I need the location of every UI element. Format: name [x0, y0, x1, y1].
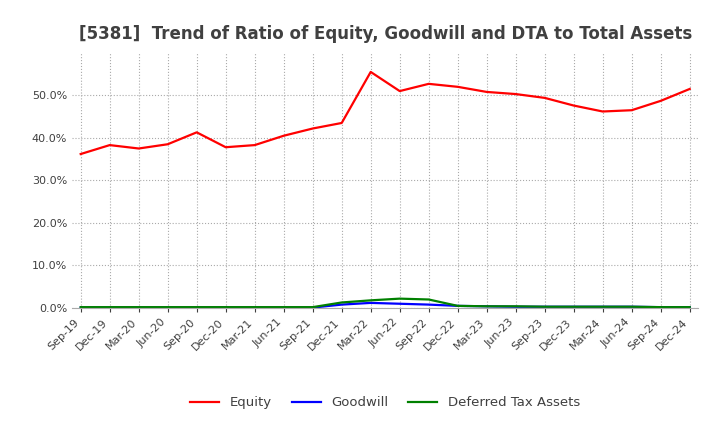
Goodwill — [76, 305, 85, 310]
Equity — [511, 92, 520, 97]
Equity — [454, 84, 462, 89]
Deferred Tax Assets — [279, 304, 288, 310]
Equity — [76, 151, 85, 157]
Deferred Tax Assets — [657, 304, 665, 310]
Line: Equity: Equity — [81, 72, 690, 154]
Goodwill — [482, 304, 491, 309]
Goodwill — [511, 304, 520, 309]
Goodwill — [657, 304, 665, 310]
Equity — [105, 143, 114, 148]
Goodwill — [105, 305, 114, 310]
Deferred Tax Assets — [424, 297, 433, 302]
Deferred Tax Assets — [251, 304, 259, 310]
Deferred Tax Assets — [570, 304, 578, 309]
Goodwill — [135, 305, 143, 310]
Equity — [135, 146, 143, 151]
Equity — [221, 145, 230, 150]
Goodwill — [685, 304, 694, 310]
Deferred Tax Assets — [482, 304, 491, 309]
Deferred Tax Assets — [541, 304, 549, 309]
Deferred Tax Assets — [221, 304, 230, 310]
Equity — [251, 143, 259, 148]
Equity — [395, 88, 404, 94]
Deferred Tax Assets — [598, 304, 607, 309]
Deferred Tax Assets — [192, 304, 201, 310]
Goodwill — [541, 304, 549, 309]
Goodwill — [627, 304, 636, 309]
Goodwill — [424, 302, 433, 307]
Equity — [598, 109, 607, 114]
Equity — [338, 120, 346, 126]
Goodwill — [308, 305, 317, 310]
Equity — [366, 69, 375, 74]
Deferred Tax Assets — [338, 300, 346, 305]
Equity — [308, 126, 317, 131]
Equity — [482, 89, 491, 95]
Deferred Tax Assets — [76, 304, 85, 310]
Goodwill — [454, 303, 462, 308]
Equity — [685, 86, 694, 92]
Deferred Tax Assets — [395, 296, 404, 301]
Deferred Tax Assets — [308, 304, 317, 310]
Goodwill — [338, 302, 346, 307]
Deferred Tax Assets — [105, 304, 114, 310]
Deferred Tax Assets — [163, 304, 172, 310]
Equity — [163, 142, 172, 147]
Deferred Tax Assets — [511, 304, 520, 309]
Goodwill — [163, 305, 172, 310]
Equity — [192, 130, 201, 135]
Equity — [424, 81, 433, 87]
Line: Deferred Tax Assets: Deferred Tax Assets — [81, 299, 690, 307]
Equity — [279, 133, 288, 138]
Equity — [570, 103, 578, 108]
Goodwill — [251, 305, 259, 310]
Goodwill — [279, 305, 288, 310]
Deferred Tax Assets — [366, 298, 375, 303]
Goodwill — [192, 305, 201, 310]
Legend: Equity, Goodwill, Deferred Tax Assets: Equity, Goodwill, Deferred Tax Assets — [185, 391, 585, 415]
Goodwill — [570, 304, 578, 309]
Goodwill — [395, 301, 404, 306]
Equity — [657, 98, 665, 103]
Deferred Tax Assets — [685, 304, 694, 310]
Deferred Tax Assets — [627, 304, 636, 309]
Goodwill — [221, 305, 230, 310]
Equity — [541, 95, 549, 100]
Deferred Tax Assets — [454, 303, 462, 308]
Equity — [627, 107, 636, 113]
Deferred Tax Assets — [135, 304, 143, 310]
Line: Goodwill: Goodwill — [81, 303, 690, 308]
Title: [5381]  Trend of Ratio of Equity, Goodwill and DTA to Total Assets: [5381] Trend of Ratio of Equity, Goodwil… — [78, 25, 692, 43]
Goodwill — [366, 300, 375, 305]
Goodwill — [598, 304, 607, 309]
